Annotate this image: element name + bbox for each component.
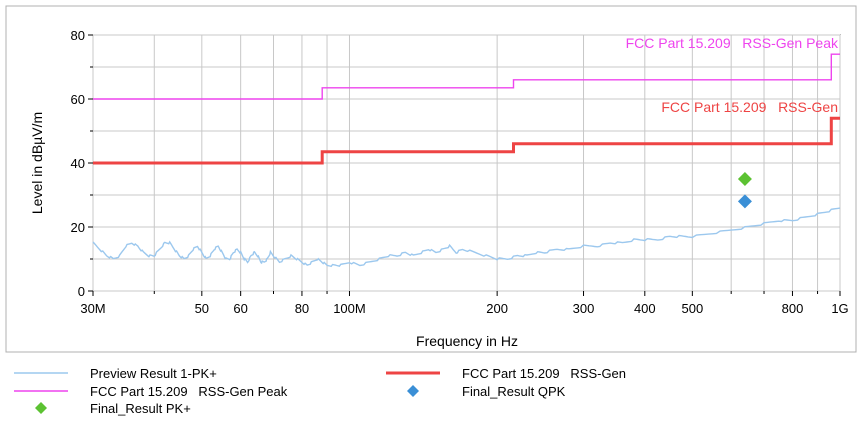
x-tick-label: 30M (80, 301, 105, 316)
y-tick-label: 20 (71, 220, 85, 235)
legend-item-label: Final_Result PK+ (90, 401, 191, 416)
x-tick-label: 500 (681, 301, 703, 316)
x-tick-label: 60 (233, 301, 247, 316)
legend-item-label: FCC Part 15.209 RSS-Gen (462, 366, 626, 381)
x-tick-label: 800 (782, 301, 804, 316)
data-point-final-result-qpk (737, 194, 752, 209)
y-axis-label: Level in dBµV/m (29, 112, 45, 214)
limit-line-rss-gen-peak (93, 53, 840, 100)
y-tick-label: 80 (71, 28, 85, 43)
limit-label-rss-gen: FCC Part 15.209 RSS-Gen (661, 99, 838, 115)
limit-label-rss-gen-peak: FCC Part 15.209 RSS-Gen Peak (626, 35, 839, 51)
series-layer (92, 53, 841, 268)
axes: 30M 50 60 80 100M 200 300 400 500 800 1G 0 20 40 60 80 (71, 28, 849, 316)
legend-marker-diamond (407, 385, 419, 397)
legend-item-label: Final_Result QPK (462, 384, 566, 399)
data-point-final-result-pk- (737, 172, 752, 186)
limit-line-rss-gen (93, 116, 840, 165)
x-tick-label: 1G (831, 301, 848, 316)
x-tick-label: 50 (195, 301, 209, 316)
x-tick-label: 200 (486, 301, 508, 316)
series-line-preview (92, 207, 841, 268)
x-tick-label: 80 (295, 301, 309, 316)
x-tick-label: 300 (573, 301, 595, 316)
legend: Preview Result 1-PK+ FCC Part 15.209 RSS-… (14, 366, 626, 416)
legend-item-label: FCC Part 15.209 RSS-Gen Peak (90, 384, 288, 399)
limit-labels: FCC Part 15.209 RSS-Gen FCC Part 15.209 R… (626, 35, 839, 115)
legend-marker-diamond (35, 402, 47, 414)
x-axis-label: Frequency in Hz (416, 333, 518, 349)
legend-item-label: Preview Result 1-PK+ (90, 366, 217, 381)
x-tick-label: 100M (333, 301, 366, 316)
y-tick-label: 60 (71, 92, 85, 107)
x-tick-label: 400 (634, 301, 656, 316)
y-tick-label: 0 (78, 284, 85, 299)
y-tick-label: 40 (71, 156, 85, 171)
